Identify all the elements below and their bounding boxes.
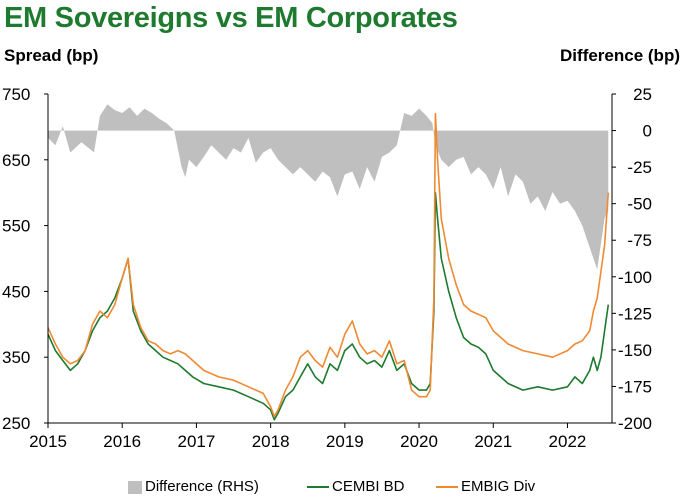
legend-swatch-difference — [128, 480, 142, 494]
legend-item-cembi: CEMBI BD — [307, 478, 405, 495]
y-left-tick-label: 250 — [2, 414, 30, 433]
y-right-tick-label: -100 — [618, 268, 652, 287]
legend-item-embig: EMBIG Div — [436, 478, 535, 495]
legend-label-difference: Difference (RHS) — [145, 478, 259, 495]
axes-layer — [44, 93, 616, 428]
legend-item-difference: Difference (RHS) — [128, 478, 259, 495]
y-right-tick-label: -175 — [618, 377, 652, 396]
y-right-tick-label: -50 — [627, 195, 652, 214]
x-tick-label: 2020 — [400, 432, 438, 451]
y-right-tick-label: -125 — [618, 304, 652, 323]
y-axis-left-label: Spread (bp) — [4, 46, 99, 65]
difference-area-layer — [48, 104, 609, 270]
x-tick-label: 2018 — [252, 432, 290, 451]
y-left-tick-label: 450 — [2, 282, 30, 301]
embig-line — [47, 112, 610, 418]
spread-lines-layer — [47, 112, 610, 421]
y-left-tick-label: 550 — [2, 217, 30, 236]
x-tick-label: 2019 — [326, 432, 364, 451]
x-tick-label: 2016 — [103, 432, 141, 451]
y-left-tick-label: 750 — [2, 85, 30, 104]
legend-label-cembi: CEMBI BD — [332, 478, 405, 495]
y-axis-right-label: Difference (bp) — [560, 46, 680, 65]
x-tick-label: 2017 — [178, 432, 216, 451]
cembi-line — [47, 191, 610, 421]
legend-swatch-cembi — [307, 486, 329, 489]
y-right-tick-label: -200 — [618, 414, 652, 433]
y-right-tick-label: -25 — [627, 158, 652, 177]
y-left-tick-label: 350 — [2, 348, 30, 367]
y-right-tick-label: 0 — [643, 122, 652, 141]
y-right-tick-label: -150 — [618, 341, 652, 360]
y-right-tick-label: -75 — [627, 231, 652, 250]
difference-area — [48, 104, 609, 270]
tick-labels-layer: 750650550450350250250-25-50-75-100-125-1… — [2, 85, 652, 451]
y-left-tick-label: 650 — [2, 151, 30, 170]
chart-title: EM Sovereigns vs EM Corporates — [4, 2, 458, 34]
y-right-tick-label: 25 — [633, 85, 652, 104]
x-tick-label: 2021 — [474, 432, 512, 451]
legend-swatch-embig — [436, 486, 458, 489]
x-tick-label: 2015 — [29, 432, 67, 451]
legend-label-embig: EMBIG Div — [461, 478, 536, 495]
x-tick-label: 2022 — [549, 432, 587, 451]
